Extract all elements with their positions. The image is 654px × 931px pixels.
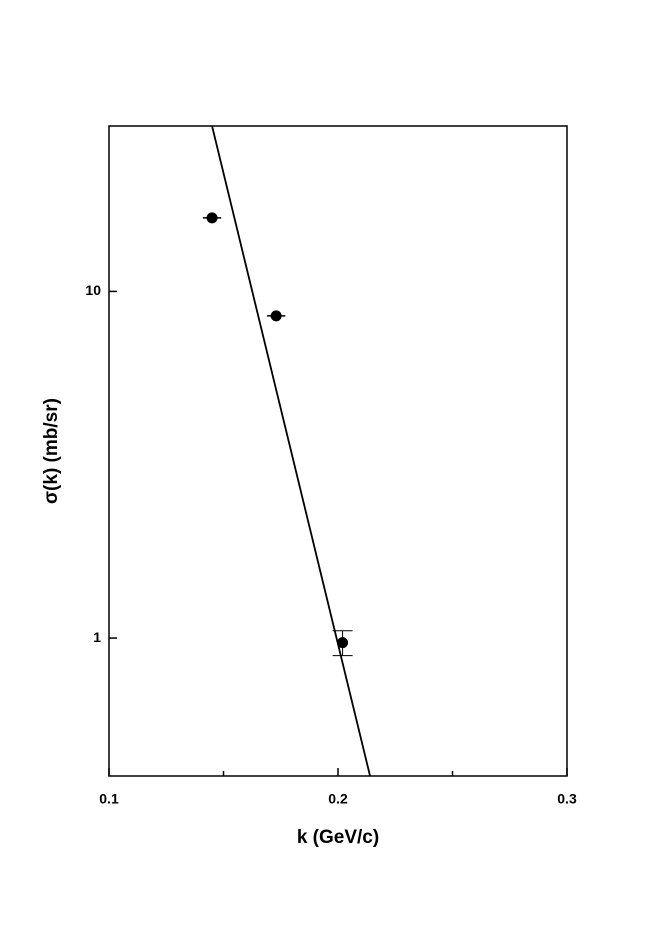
x-tick-label: 0.3 — [557, 791, 577, 807]
y-tick-label: 10 — [85, 282, 101, 298]
data-point — [337, 637, 349, 649]
data-point — [270, 310, 282, 322]
x-tick-label: 0.2 — [328, 791, 348, 807]
plot-frame — [108, 125, 568, 777]
y-tick-label: 1 — [93, 629, 101, 645]
y-axis-title: σ(k) (mb/sr) — [41, 398, 62, 504]
x-tick-label: 0.1 — [99, 791, 119, 807]
data-point — [206, 212, 218, 224]
x-axis-title: k (GeV/c) — [297, 827, 379, 848]
fit-line — [211, 125, 371, 777]
